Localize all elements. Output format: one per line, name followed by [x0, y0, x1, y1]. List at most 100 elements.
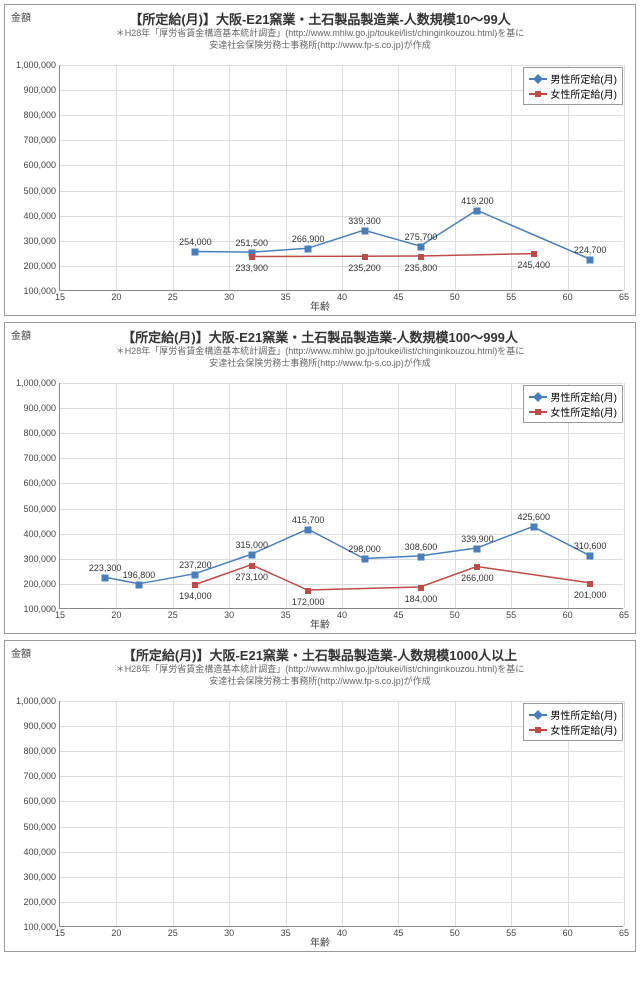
chart-subtitle: ＊H28年「厚労省賃金構造基本統計調査」(http://www.mhlw.go.…: [5, 28, 635, 51]
male-marker: [474, 207, 481, 214]
y-tick: 400,000: [23, 847, 60, 857]
y-tick: 800,000: [23, 110, 60, 120]
y-tick: 200,000: [23, 897, 60, 907]
male-marker: [587, 553, 594, 560]
female-marker: [587, 581, 593, 587]
male-data-label: 254,000: [179, 237, 212, 247]
male-marker: [361, 227, 368, 234]
chart-1: 金額 【所定給(月)】大阪-E21窯業・土石製品製造業-人数規模100～999人…: [4, 322, 636, 634]
female-marker: [249, 254, 255, 260]
x-tick: 20: [111, 926, 121, 938]
x-tick: 50: [450, 926, 460, 938]
female-data-label: 266,000: [461, 573, 494, 583]
x-tick: 45: [393, 608, 403, 620]
x-axis-label: 年齢: [310, 934, 330, 949]
female-marker: [192, 582, 198, 588]
male-marker: [192, 571, 199, 578]
y-tick: 300,000: [23, 236, 60, 246]
x-tick: 45: [393, 290, 403, 302]
male-marker: [530, 524, 537, 531]
x-tick: 65: [619, 608, 629, 620]
male-data-label: 266,900: [292, 234, 325, 244]
y-tick: 800,000: [23, 428, 60, 438]
y-tick: 500,000: [23, 186, 60, 196]
x-tick: 15: [55, 926, 65, 938]
legend-male-label: 男性所定給(月): [550, 707, 617, 722]
y-tick: 1,000,000: [16, 378, 60, 388]
male-data-label: 339,300: [348, 216, 381, 226]
chart-title: 【所定給(月)】大阪-E21窯業・土石製品製造業-人数規模100～999人: [5, 323, 635, 346]
female-marker: [474, 564, 480, 570]
male-marker: [474, 545, 481, 552]
male-marker: [305, 246, 312, 253]
female-marker: [362, 254, 368, 260]
male-marker: [248, 552, 255, 559]
male-data-label: 223,300: [89, 563, 122, 573]
chart-0: 金額 【所定給(月)】大阪-E21窯業・土石製品製造業-人数規模10～99人 ＊…: [4, 4, 636, 316]
male-data-label: 310,600: [574, 541, 607, 551]
x-tick: 25: [168, 926, 178, 938]
x-tick: 60: [563, 290, 573, 302]
chart-2: 金額 【所定給(月)】大阪-E21窯業・土石製品製造業-人数規模1000人以上 …: [4, 640, 636, 952]
x-tick: 35: [281, 290, 291, 302]
female-data-label: 172,000: [292, 597, 325, 607]
x-axis-label: 年齢: [310, 298, 330, 313]
female-data-label: 184,000: [405, 594, 438, 604]
male-marker: [417, 243, 424, 250]
female-marker: [418, 585, 424, 591]
female-marker: [418, 254, 424, 260]
x-tick: 55: [506, 608, 516, 620]
male-data-label: 275,700: [405, 232, 438, 242]
y-tick: 200,000: [23, 579, 60, 589]
male-data-label: 415,700: [292, 515, 325, 525]
female-data-label: 273,100: [235, 572, 268, 582]
x-tick: 30: [224, 608, 234, 620]
male-data-label: 315,000: [235, 540, 268, 550]
legend-female-label: 女性所定給(月): [550, 722, 617, 737]
female-data-label: 201,000: [574, 590, 607, 600]
x-tick: 15: [55, 608, 65, 620]
male-marker: [135, 581, 142, 588]
male-marker: [417, 553, 424, 560]
male-marker: [361, 556, 368, 563]
male-marker: [192, 249, 199, 256]
x-tick: 15: [55, 290, 65, 302]
x-tick: 45: [393, 926, 403, 938]
y-tick: 900,000: [23, 85, 60, 95]
male-data-label: 196,800: [123, 570, 156, 580]
x-tick: 40: [337, 608, 347, 620]
y-tick: 1,000,000: [16, 696, 60, 706]
y-tick: 700,000: [23, 453, 60, 463]
chart-title: 【所定給(月)】大阪-E21窯業・土石製品製造業-人数規模10～99人: [5, 5, 635, 28]
male-data-label: 425,600: [517, 512, 550, 522]
x-tick: 20: [111, 290, 121, 302]
x-tick: 20: [111, 608, 121, 620]
y-tick: 700,000: [23, 135, 60, 145]
x-tick: 65: [619, 926, 629, 938]
x-tick: 30: [224, 926, 234, 938]
male-data-label: 237,200: [179, 560, 212, 570]
x-tick: 60: [563, 608, 573, 620]
male-data-label: 224,700: [574, 245, 607, 255]
y-tick: 300,000: [23, 554, 60, 564]
x-tick: 55: [506, 290, 516, 302]
y-tick: 500,000: [23, 822, 60, 832]
female-data-label: 245,400: [517, 260, 550, 270]
x-tick: 40: [337, 290, 347, 302]
male-marker: [305, 526, 312, 533]
legend-male-label: 男性所定給(月): [550, 389, 617, 404]
female-data-label: 233,900: [235, 263, 268, 273]
x-tick: 30: [224, 290, 234, 302]
x-tick: 65: [619, 290, 629, 302]
x-tick: 55: [506, 926, 516, 938]
male-data-label: 339,900: [461, 534, 494, 544]
y-tick: 200,000: [23, 261, 60, 271]
legend-female-label: 女性所定給(月): [550, 86, 617, 101]
legend: 男性所定給(月) 女性所定給(月): [523, 703, 623, 741]
female-marker: [531, 251, 537, 257]
x-tick: 25: [168, 290, 178, 302]
y-tick: 500,000: [23, 504, 60, 514]
y-tick: 400,000: [23, 211, 60, 221]
legend-male-label: 男性所定給(月): [550, 71, 617, 86]
male-marker: [587, 256, 594, 263]
